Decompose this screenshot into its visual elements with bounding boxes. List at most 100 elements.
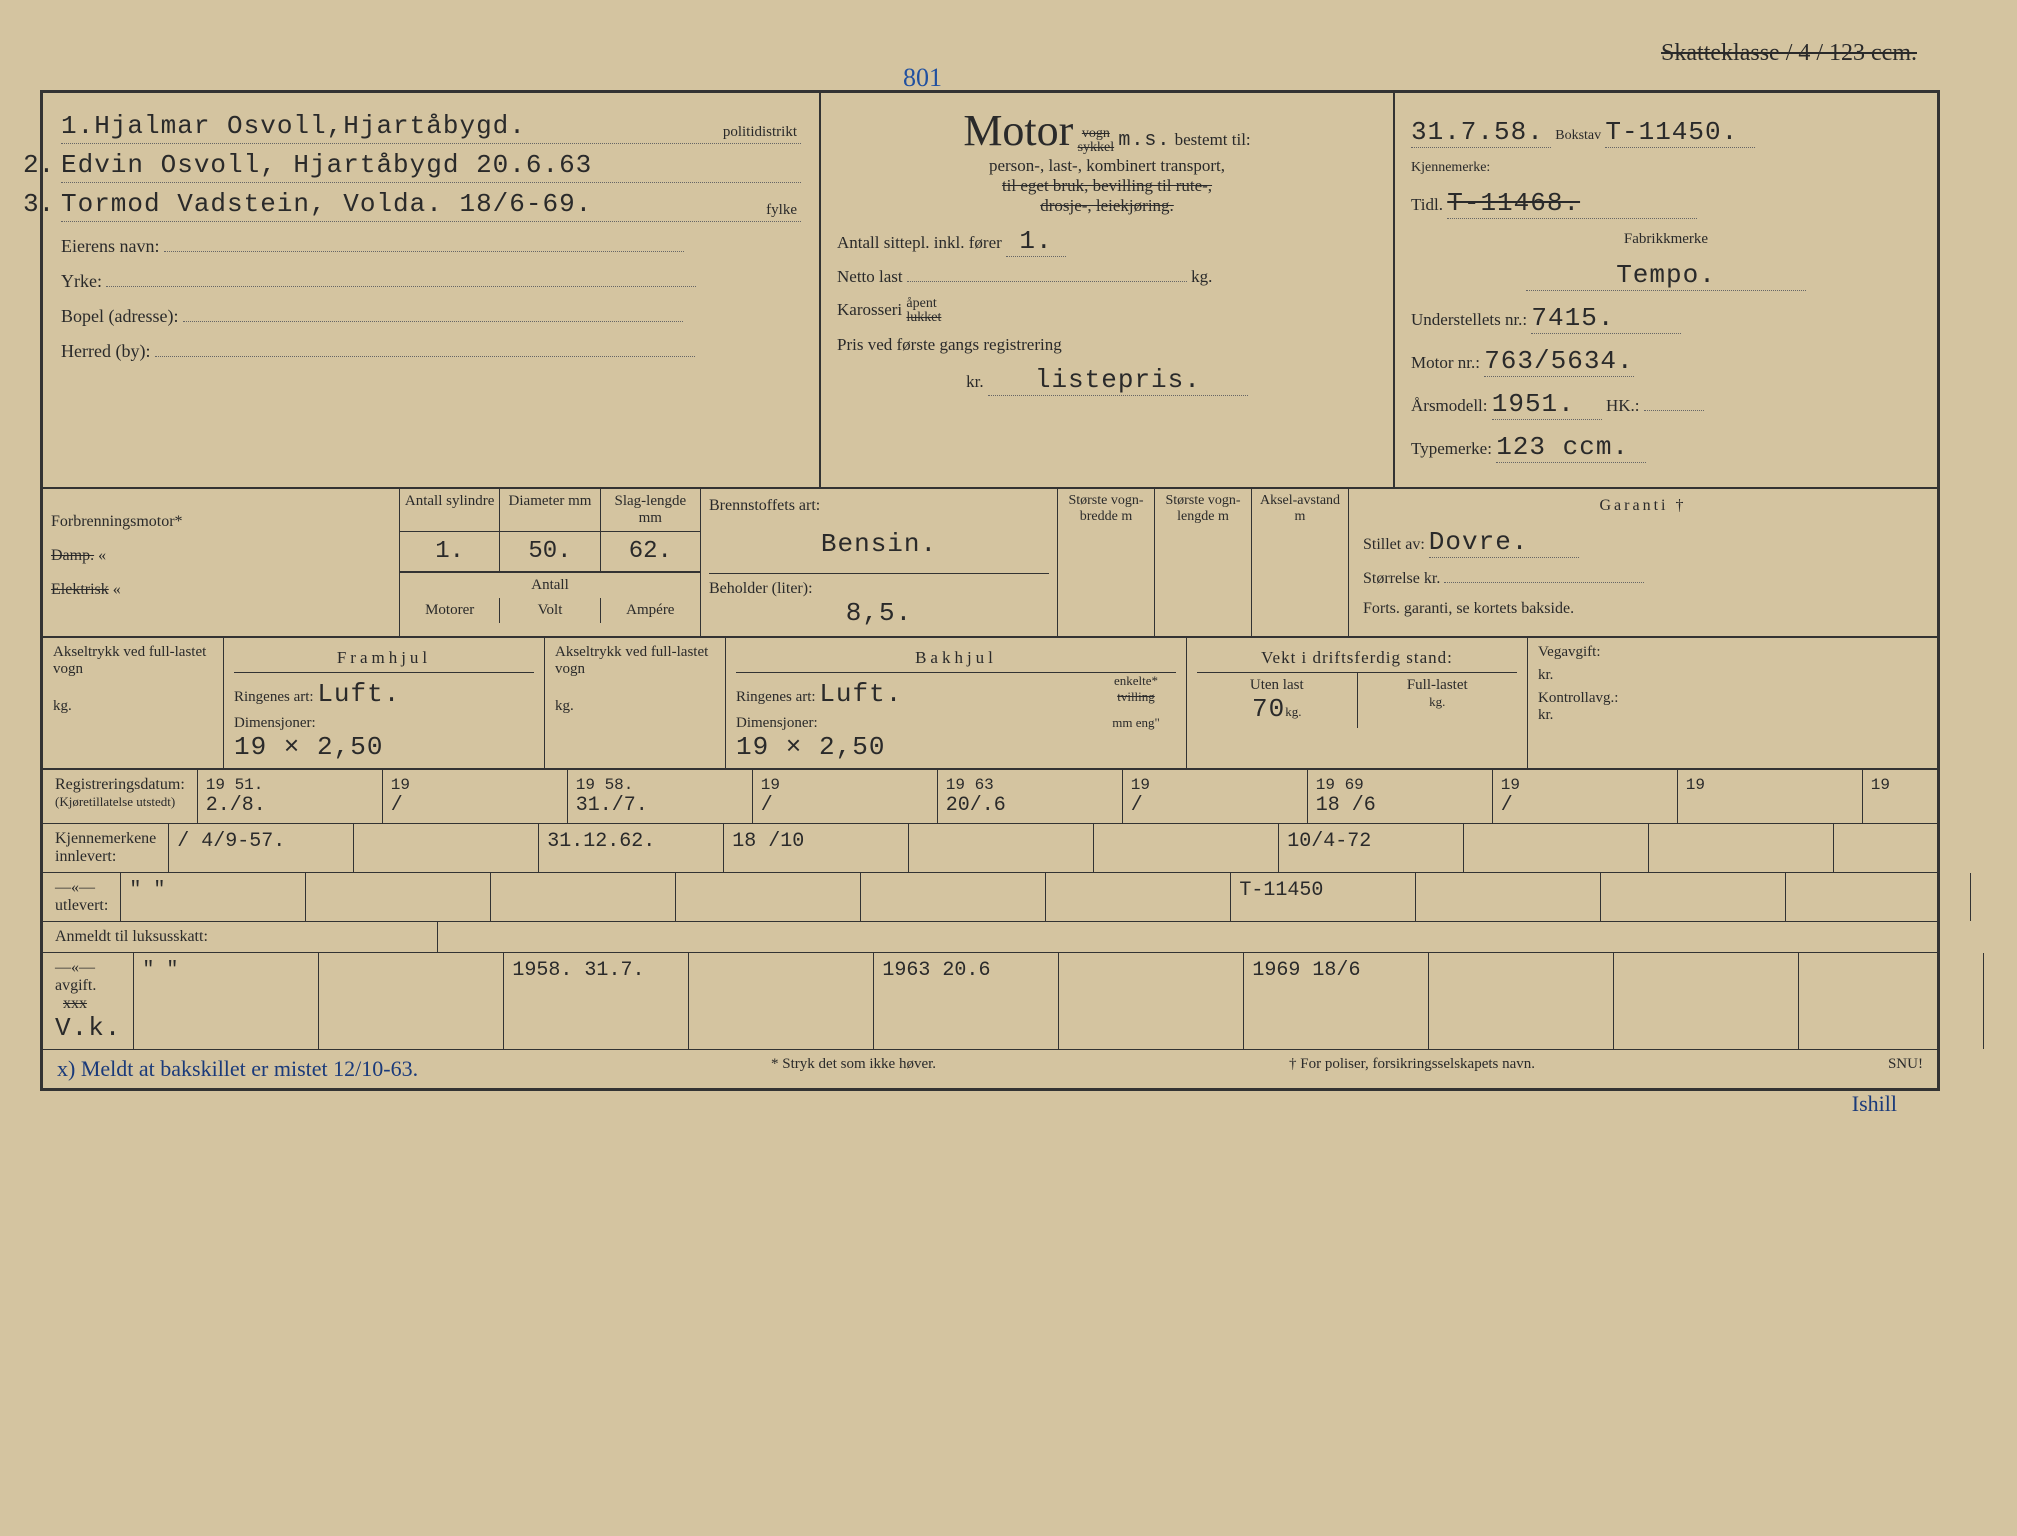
date-cell: / 4/9-57.: [169, 824, 354, 872]
kaross-label: Karosseri: [837, 300, 902, 319]
date-cell: [354, 824, 539, 872]
kg-fram: kg.: [53, 698, 213, 715]
bopel-label: Bopel (adresse):: [61, 306, 178, 326]
netto-unit: kg.: [1191, 267, 1212, 286]
aksel-bak-label: Akseltrykk ved full-lastet vogn: [555, 644, 715, 678]
vogn-strike: vogn: [1082, 126, 1110, 141]
date-cell: 10/4-72: [1279, 824, 1464, 872]
bokstav-label: Bokstav: [1555, 128, 1601, 143]
enkelte-label: enkelte*: [1096, 673, 1176, 689]
stryk-note: * Stryk det som ikke høver.: [771, 1056, 936, 1082]
page-number: 801: [903, 63, 942, 93]
kaross-open: åpent: [906, 296, 936, 311]
date-cell: [861, 873, 1046, 921]
kr-2: kr.: [1538, 707, 1553, 723]
dim-fram-label: Dimensjoner:: [234, 715, 316, 731]
kg-bak: kg.: [555, 698, 715, 715]
understell-label: Understellets nr.:: [1411, 310, 1527, 329]
date-cell: 19 6918 /6: [1308, 770, 1493, 823]
fylke-label: fylke: [766, 202, 797, 219]
avgift-label: —«— avgift.: [55, 959, 96, 994]
date-cell: [1416, 873, 1601, 921]
eier-label: Eierens navn:: [61, 236, 159, 256]
politidistrikt-label: politidistrikt: [723, 124, 797, 141]
fabrikk-label: Fabrikkmerke: [1411, 231, 1921, 248]
reg-date: 31.7.58.: [1411, 117, 1551, 148]
pris-label: Pris ved første gangs registrering: [837, 335, 1377, 355]
pris-value: listepris.: [988, 365, 1248, 396]
uten-label: Uten last: [1201, 677, 1353, 694]
vekt-title: Vekt i driftsferdig stand:: [1197, 644, 1517, 673]
date-cell: 19 58.31./7.: [568, 770, 753, 823]
snu-label: SNU!: [1888, 1056, 1923, 1082]
aksel-hdr: Aksel-avstand m: [1252, 489, 1348, 636]
date-cell: 31.12.62.: [539, 824, 724, 872]
date-cell: [319, 953, 504, 1049]
regdatum-sub: (Kjøretillatelse utstedt): [55, 794, 185, 810]
ring-bak-val: Luft.: [819, 679, 902, 709]
signature-right: Ishill: [1852, 1091, 1897, 1116]
type-label: Typemerke:: [1411, 439, 1492, 458]
date-cell: 1963 20.6: [874, 953, 1059, 1049]
ms-suffix: m.s.: [1118, 129, 1170, 152]
vegavgift-label: Vegavgift:: [1538, 644, 1927, 661]
mm-eng-bak: mm eng": [1096, 715, 1176, 731]
date-cell: [909, 824, 1094, 872]
owner-3-num: 3.: [23, 189, 54, 219]
dia-val: 50.: [500, 532, 600, 571]
storrelse-label: Størrelse kr.: [1363, 570, 1440, 587]
date-cell: [1649, 824, 1834, 872]
ampere-hdr: Ampére: [601, 598, 700, 623]
slag-hdr: Slag-lengde mm: [601, 489, 700, 531]
fabrikk-value: Tempo.: [1526, 260, 1806, 291]
date-cell: 19/: [1493, 770, 1678, 823]
beholder-label: Beholder (liter):: [709, 573, 1049, 598]
forts-label: Forts. garanti, se kortets bakside.: [1363, 600, 1923, 618]
owner-1: 1.Hjalmar Osvoll,Hjartåbygd.: [61, 111, 526, 141]
stillet-value: Dovre.: [1429, 527, 1579, 558]
motor-desc-2: til eget bruk, bevilling til rute-,: [1002, 176, 1212, 195]
seats-value: 1.: [1006, 226, 1066, 257]
sykkel-strike: sykkel: [1078, 140, 1115, 155]
top-strike: Skatteklasse / 4 / 123 ccm.: [1661, 40, 1917, 66]
bredde-hdr: Største vogn-bredde m: [1058, 489, 1155, 636]
dim-bak-label: Dimensjoner:: [736, 715, 818, 731]
owner-column: 1.Hjalmar Osvoll,Hjartåbygd. politidistr…: [43, 93, 821, 487]
poliser-note: † For poliser, forsikringsselskapets nav…: [1289, 1056, 1535, 1082]
brenn-val: Bensin.: [709, 529, 1049, 559]
stillet-label: Stillet av:: [1363, 536, 1425, 553]
date-cell: [1464, 824, 1649, 872]
date-cell: [1614, 953, 1799, 1049]
hk-label: HK.:: [1606, 396, 1640, 415]
arsmodell-value: 1951.: [1492, 389, 1602, 420]
date-cell: [306, 873, 491, 921]
pris-kr: kr.: [966, 372, 983, 391]
bokstav-value: T-11450.: [1605, 117, 1755, 148]
date-cell: 18 /10: [724, 824, 909, 872]
slag-val: 62.: [601, 532, 700, 571]
date-cell: [676, 873, 861, 921]
ring-bak-label: Ringenes art:: [736, 689, 816, 705]
ring-fram-val: Luft.: [317, 679, 400, 709]
damp-label: Damp.: [51, 547, 94, 564]
syl-hdr: Antall sylindre: [400, 489, 500, 531]
registration-column: 31.7.58. Bokstav T-11450. Kjennemerke: T…: [1395, 93, 1937, 487]
date-cell: [491, 873, 676, 921]
syl-val: 1.: [400, 532, 500, 571]
utlevert-label: —«— utlevert:: [43, 873, 121, 921]
netto-label: Netto last: [837, 267, 903, 286]
understell-value: 7415.: [1531, 303, 1681, 334]
yrke-label: Yrke:: [61, 271, 102, 291]
owner-2: Edvin Osvoll, Hjartåbygd 20.6.63: [61, 150, 592, 180]
herred-label: Herred (by):: [61, 341, 150, 361]
date-cell: [1834, 824, 2017, 872]
dim-bak-val: 19 × 2,50: [736, 732, 1096, 762]
kaross-closed: lukket: [906, 310, 941, 325]
date-cell: 19: [1863, 770, 2017, 823]
kontroll-label: Kontrollavg.:: [1538, 690, 1927, 707]
regdatum-label: Registreringsdatum:: [55, 776, 185, 794]
date-cell: 1969 18/6: [1244, 953, 1429, 1049]
innlevert-label: Kjennemerkene innlevert:: [43, 824, 169, 872]
antall-hdr: Antall: [400, 573, 700, 598]
garanti-title: Garanti †: [1363, 497, 1923, 515]
